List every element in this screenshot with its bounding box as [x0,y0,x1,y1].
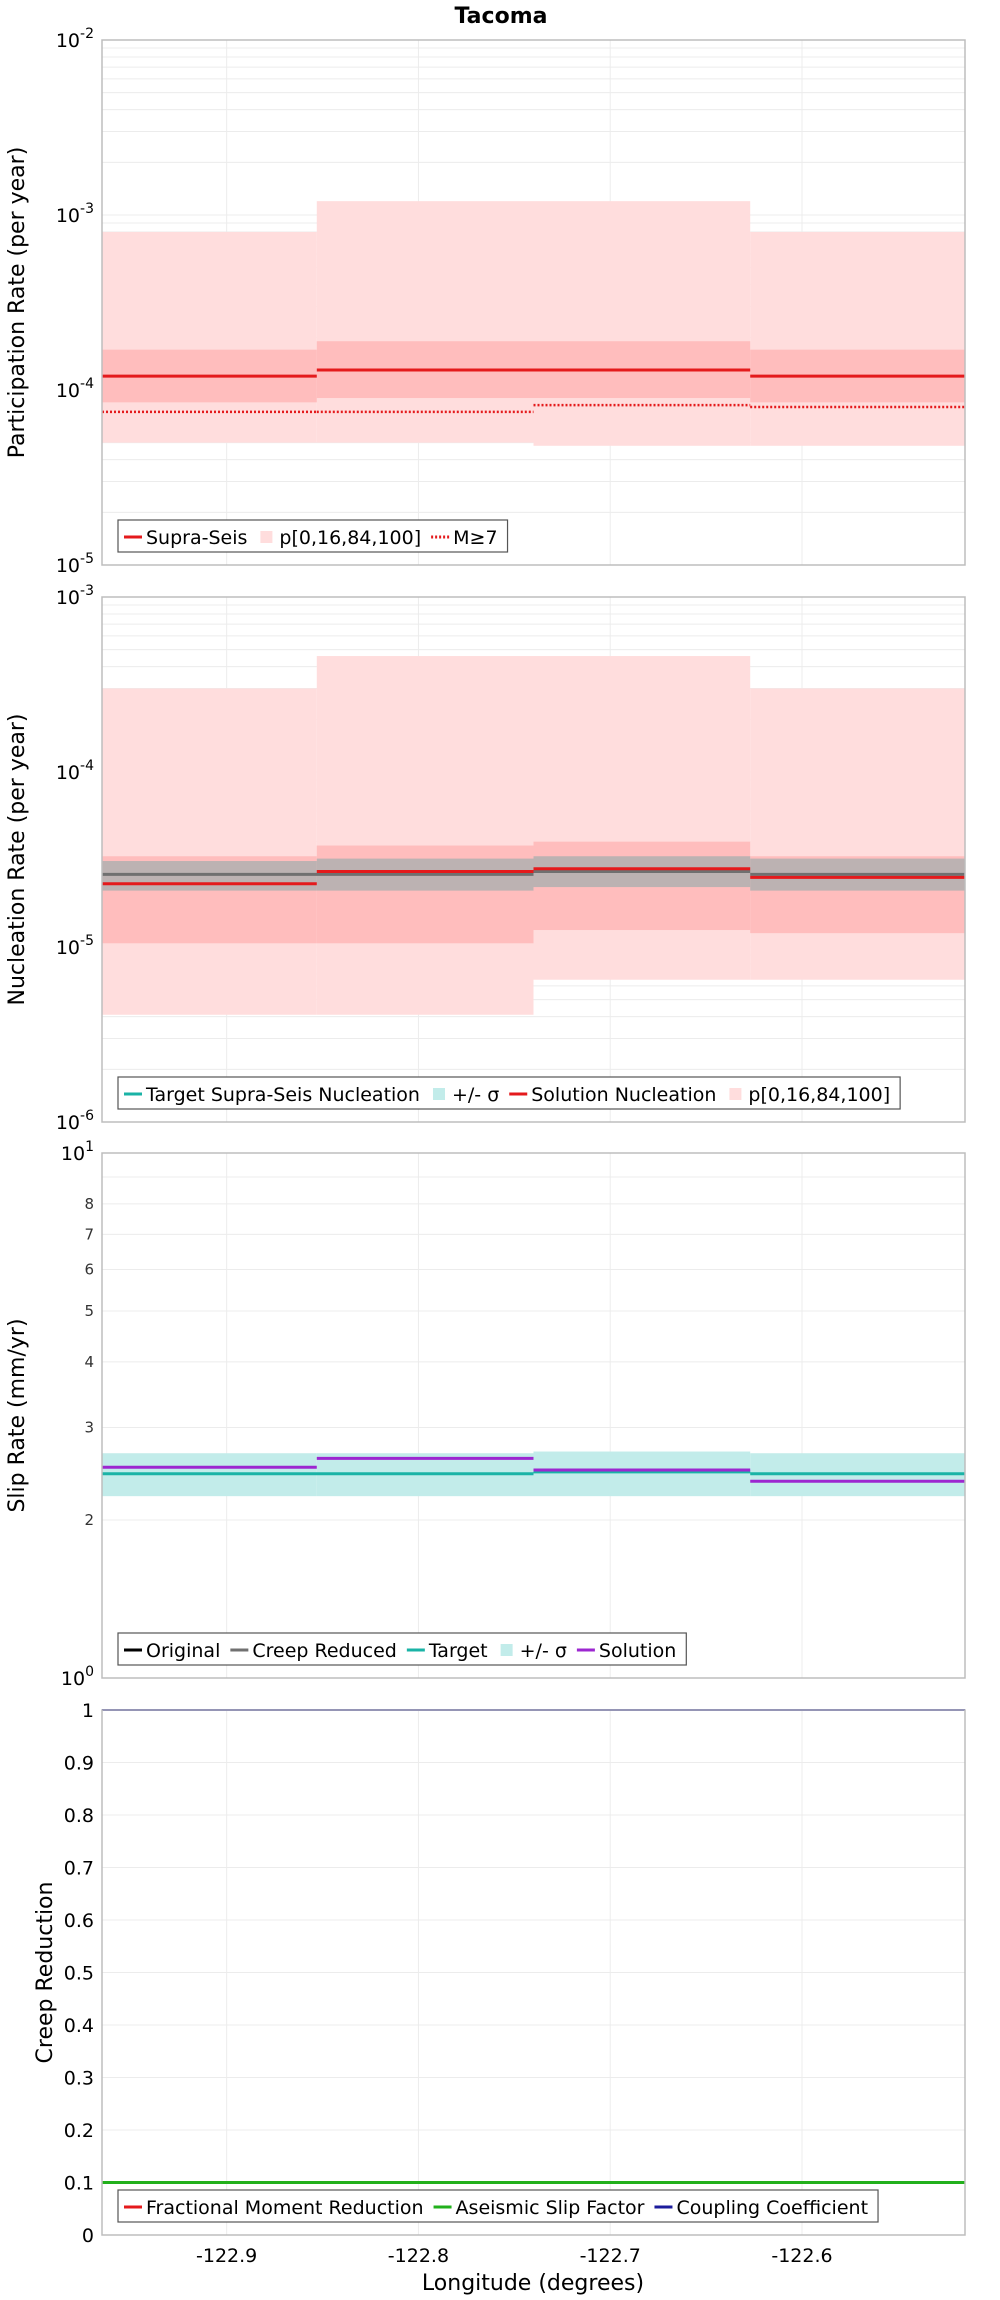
y-tick-label: 10-6 [56,1108,94,1134]
sigma-band [533,1451,751,1497]
legend-label: +/- σ [452,1084,499,1106]
legend: Target Supra-Seis Nucleation +/- σ Solutio… [117,1076,901,1110]
y-minor-tick-label: 6 [84,1260,94,1278]
panel-slip: 100 101 2 3 4 5 6 7 8 Slip Rate (mm/yr) Original Cr… [5,1139,966,1690]
series-line-m7 [102,403,965,414]
x-tick-labels: -122.9 -122.8 -122.7 -122.6 [196,2245,833,2267]
legend-label: Coupling Coefficient [676,2197,868,2219]
legend-label: Supra-Seis [146,527,247,549]
legend-swatch-box [500,1644,513,1656]
legend-label: M≥7 [453,527,497,549]
y-axis-label: Slip Rate (mm/yr) [5,1318,30,1512]
x-axis-label: Longitude (degrees) [422,2271,644,2296]
legend: Fractional Moment Reduction Aseismic Slip… [117,2189,879,2223]
percentile-band [316,656,534,1015]
percentile-band [750,231,965,446]
legend-label: p[0,16,84,100] [748,1084,890,1106]
percentile-band [316,201,534,443]
y-tick-label: 10-2 [56,26,94,52]
y-minor-tick-label: 4 [84,1353,94,1371]
y-minor-tick-label: 8 [84,1195,94,1213]
plot-frame [101,596,966,1123]
legend-frame [117,2189,879,2223]
y-axis-label: Nucleation Rate (per year) [5,714,30,1006]
y-tick-label: 10-4 [56,376,94,402]
plot-frame [101,39,966,566]
legend-frame [117,519,509,553]
y-tick-label: 0.4 [64,2015,94,2037]
x-tick-label: -122.6 [771,2245,832,2267]
y-minor-tick-label: 5 [84,1302,94,1320]
y-tick-label: 10-5 [56,933,94,959]
y-tick-label: 1 [82,1700,94,1722]
y-tick-label: 10-5 [56,551,94,577]
legend-swatch-box [432,1088,445,1100]
y-tick-label: 10-4 [56,758,94,784]
legend-label: +/- σ [520,1640,567,1662]
y-minor-tick-label: 2 [84,1511,94,1529]
y-axis-label: Participation Rate (per year) [5,147,30,459]
y-tick-label: 0.8 [64,1805,94,1827]
percentile-band [750,688,965,980]
legend-frame [117,1076,901,1110]
y-tick-label: 0.5 [64,1963,94,1985]
legend-label: Fractional Moment Reduction [146,2197,424,2219]
y-tick-label: 0.2 [64,2120,94,2142]
y-tick-label: 0.3 [64,2068,94,2090]
chart-panels: 10-5 10-4 10-3 10-2 Participation Rate (per … [5,26,966,2267]
y-tick-label: 100 [61,1664,94,1690]
target-line [102,870,965,876]
panel-creep: 0 0.1 0.2 0.3 0.4 0.5 0.6 0.7 0.8 0.9 1 Creep Reduc… [33,1700,966,2247]
legend: Original Creep Reduced Target +/- σ Solution [117,1632,687,1666]
y-tick-label: 10-3 [56,201,94,227]
legend-label: Target Supra-Seis Nucleation [145,1084,420,1106]
y-tick-label: 0 [82,2225,94,2247]
legend-label: Solution [599,1640,676,1662]
y-minor-tick-label: 3 [84,1419,94,1437]
x-tick-label: -122.7 [580,2245,641,2267]
legend-label: Aseismic Slip Factor [456,2197,645,2219]
legend-label: p[0,16,84,100] [279,527,421,549]
y-tick-label: 101 [61,1139,94,1165]
y-tick-label: 10-3 [56,583,94,609]
series-line-supra-seis [102,368,965,378]
y-axis-label: Creep Reduction [33,1882,58,2064]
percentile-band [533,656,751,980]
target-line [102,1470,965,1476]
plot-frame [101,1709,966,2236]
x-tick-label: -122.9 [196,2245,257,2267]
legend-label: Solution Nucleation [531,1084,716,1106]
x-tick-label: -122.8 [388,2245,449,2267]
legend: Supra-Seis p[0,16,84,100] M≥7 [117,519,509,553]
y-tick-label: 0.9 [64,1753,94,1775]
solution-line [102,1456,965,1483]
plot-frame [101,1152,966,1679]
plot-background [102,1153,965,1678]
legend-swatch-box [729,1088,742,1100]
y-tick-label: 0.6 [64,1910,94,1932]
panel-participation: 10-5 10-4 10-3 10-2 Participation Rate (per … [5,26,966,577]
percentile-band [533,201,751,446]
percentile-band [102,231,317,443]
legend-label: Original [146,1640,220,1662]
legend-label: Target [428,1640,488,1662]
panel-nucleation: 10-6 10-5 10-4 10-3 Nucleation Rate (per yea… [5,583,966,1134]
y-minor-tick-label: 7 [84,1225,94,1243]
legend-label: Creep Reduced [252,1640,396,1662]
percentile-band [102,688,317,1015]
chart-title: Tacoma [455,4,548,29]
legend-swatch-box [260,531,273,543]
y-tick-label: 0.1 [64,2173,94,2195]
solution-line [102,867,965,886]
y-tick-label: 0.7 [64,1858,94,1880]
